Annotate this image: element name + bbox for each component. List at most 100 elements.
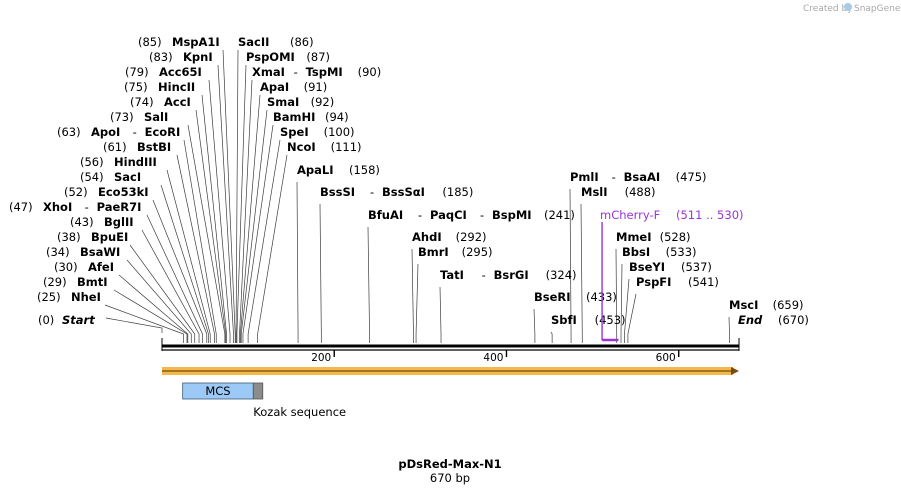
site-label-afei[interactable]: (30) AfeI: [54, 260, 114, 274]
site-position: (43): [70, 215, 94, 229]
site-line-sali: [187, 124, 226, 343]
primer-annotation[interactable]: mCherry-F (511 .. 530): [600, 208, 744, 342]
site-label-sacii[interactable]: SacII (86): [238, 35, 314, 49]
site-position: (47): [9, 200, 33, 214]
enzyme-name: SbfI: [551, 313, 577, 327]
site-label-apali[interactable]: ApaLI (158): [297, 163, 380, 177]
site-label-bamhi[interactable]: BamHI (94): [273, 110, 349, 124]
site-label-tati[interactable]: TatI - BsrGI (324): [440, 268, 577, 282]
site-position: (75): [124, 80, 148, 94]
site-position: (488): [625, 185, 656, 199]
site-separator: -: [480, 208, 484, 222]
site-line-sacii: [235, 49, 239, 343]
site-line-tati: [439, 286, 442, 343]
site-label-hindiii[interactable]: (56) HindIII: [80, 155, 157, 169]
site-position: (94): [325, 110, 349, 124]
site-label-msli[interactable]: MslI (488): [581, 185, 656, 199]
enzyme-name: BstBI: [137, 140, 171, 154]
enzyme-name: BpuEI: [91, 230, 128, 244]
enzyme-name: XhoI: [43, 200, 72, 214]
site-position: (158): [349, 163, 380, 177]
site-label-apai[interactable]: ApaI (91): [260, 80, 327, 94]
site-label-hincii[interactable]: (75) HincII: [124, 80, 195, 94]
enzyme-name: BsaWI: [80, 245, 120, 259]
site-label-msci[interactable]: MscI (659): [729, 298, 804, 312]
site-label-apoi[interactable]: (63) ApoI - EcoRI: [57, 125, 180, 139]
site-label-acc65i[interactable]: (79) Acc65I: [125, 65, 202, 79]
site-separator: -: [294, 65, 298, 79]
site-label-pmli[interactable]: PmlI - BsaAI (475): [570, 170, 707, 184]
site-line-bbsi: [620, 263, 623, 343]
site-label-kpni[interactable]: (83) KpnI: [149, 50, 213, 64]
site-line-acc65i: [208, 79, 231, 343]
site-label-bseri[interactable]: BseRI(433): [534, 290, 617, 304]
site-label-smai[interactable]: SmaI (92): [267, 95, 334, 109]
site-label-sbfi[interactable]: SbfI (453): [551, 313, 626, 327]
snapgene-credit: Created by SnapGene: [803, 3, 901, 14]
site-label-bbsi[interactable]: BbsI (533): [622, 245, 697, 259]
orf-arrow[interactable]: [162, 367, 739, 375]
enzyme-name: ApaI: [260, 80, 289, 94]
site-position: (73): [110, 110, 134, 124]
enzyme-name: NheI: [71, 290, 101, 304]
site-label-saci[interactable]: (54) SacI: [80, 170, 141, 184]
site-line-msci: [728, 316, 730, 343]
site-label-bfuai[interactable]: BfuAI - PaqCI - BspMI (241): [368, 208, 575, 222]
site-line-bmri: [415, 263, 419, 343]
enzyme-name: SacII: [238, 35, 269, 49]
site-separator: -: [133, 125, 137, 139]
site-position: (185): [442, 185, 473, 199]
site-label-sali[interactable]: (73) SalI: [110, 110, 168, 124]
enzyme-name: MmeI: [616, 230, 652, 244]
site-position: (38): [57, 230, 81, 244]
site-label-xmai[interactable]: XmaI - TspMI (90): [252, 65, 381, 79]
site-label-bsawi[interactable]: (34) BsaWI: [46, 245, 120, 259]
site-label-acci[interactable]: (74) AccI: [130, 95, 191, 109]
enzyme-name: BglII: [104, 215, 134, 229]
site-label-bsssi[interactable]: BssSI - BssSαI (185): [320, 185, 473, 199]
site-line-bamhi: [242, 124, 274, 343]
site-position: (241): [544, 208, 575, 222]
site-position: (292): [456, 230, 487, 244]
enzyme-name: BfuAI: [368, 208, 403, 222]
site-position: (475): [676, 170, 707, 184]
site-line-bsssi: [319, 203, 322, 343]
site-line-sbfi: [550, 331, 553, 343]
site-position: (85): [138, 35, 162, 49]
site-position: (659): [773, 298, 804, 312]
site-position: (34): [46, 245, 70, 259]
site-label-mspa1i[interactable]: (85) MspA1I: [138, 35, 220, 49]
site-label-bpuei[interactable]: (38) BpuEI: [57, 230, 128, 244]
site-label-nhei[interactable]: (25) NheI: [37, 290, 101, 304]
site-label-xhoi[interactable]: (47) XhoI - PaeR7I: [9, 200, 141, 214]
kozak-feature-box[interactable]: [252, 382, 264, 400]
site-position: (25): [37, 290, 61, 304]
site-label-spei[interactable]: SpeI (100): [280, 125, 355, 139]
enzyme-name: BsaAI: [624, 170, 661, 184]
ruler-tick-label: 400: [483, 352, 503, 364]
site-label-mmei[interactable]: MmeI (528): [616, 230, 691, 244]
enzyme-name: MscI: [729, 298, 758, 312]
kozak-feature-label: Kozak sequence: [253, 405, 346, 419]
site-separator: -: [85, 200, 89, 214]
site-separator: -: [612, 170, 616, 184]
site-label-bseyi[interactable]: BseYI (537): [629, 260, 712, 274]
enzyme-name: TspMI: [306, 65, 343, 79]
site-label-bglii[interactable]: (43) BglII: [70, 215, 134, 229]
site-label-bstbi[interactable]: (61) BstBI: [103, 140, 171, 154]
site-label-ahdi[interactable]: AhdI (292): [412, 230, 487, 244]
site-label-ncoi[interactable]: NcoI (111): [287, 140, 362, 154]
site-position: (83): [149, 50, 173, 64]
site-label-pspomi[interactable]: PspOMI (87): [246, 50, 330, 64]
enzyme-name: TatI: [440, 268, 464, 282]
site-label-pspfi[interactable]: PspFI (541): [636, 275, 719, 289]
site-label-bmri[interactable]: BmrI (295): [418, 245, 493, 259]
enzyme-name: PaqCI: [430, 208, 467, 222]
site-position: (29): [43, 275, 67, 289]
site-line-saci: [160, 184, 209, 343]
site-label-eco53ki[interactable]: (52) Eco53kI: [64, 185, 149, 199]
site-labels: (25) NheI (29) BmtI(30) AfeI (34) BsaWI(38) Bpu…: [9, 35, 809, 327]
site-label-bmti[interactable]: (29) BmtI: [43, 275, 108, 289]
site-position: (537): [681, 260, 712, 274]
site-position: (79): [125, 65, 149, 79]
